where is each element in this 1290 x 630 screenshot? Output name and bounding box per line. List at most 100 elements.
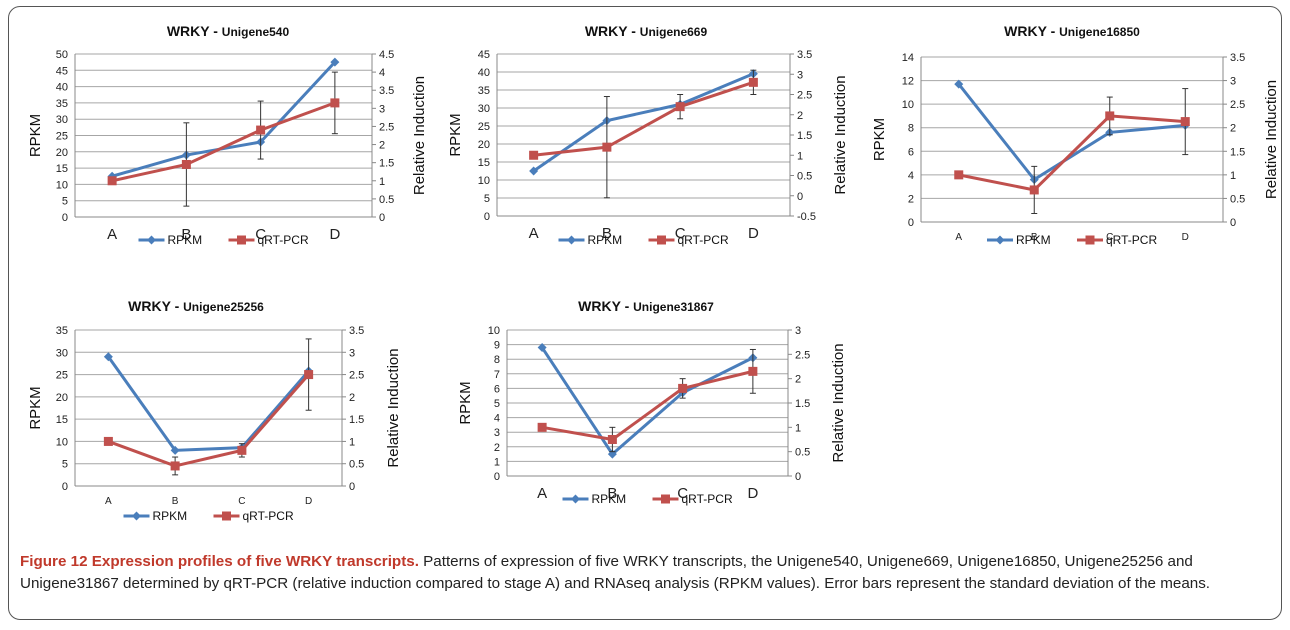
qrtpcr-point bbox=[1029, 185, 1039, 195]
qrtpcr-point bbox=[1180, 117, 1190, 127]
y2-tick-label: 3 bbox=[797, 69, 803, 81]
y-tick-label: 6 bbox=[908, 146, 914, 158]
y2-tick-label: 1 bbox=[797, 150, 803, 162]
y-tick-label: 35 bbox=[56, 325, 68, 337]
y-tick-label: 25 bbox=[56, 131, 68, 143]
y2-axis-label: Relative Induction bbox=[830, 343, 847, 462]
y-tick-label: 0 bbox=[494, 471, 500, 483]
legend-marker-qrtpcr bbox=[657, 235, 666, 245]
qrtpcr-point bbox=[602, 142, 612, 152]
chart-unigene25256: WRKY - Unigene25256 0 5 10 15 20 25 30 35 0 0.5 1 1.… bbox=[27, 298, 402, 523]
y-tick-label: 20 bbox=[478, 139, 490, 151]
y-tick-label: 8 bbox=[908, 123, 914, 135]
y2-axis-label: Relative Induction bbox=[411, 76, 428, 195]
qrtpcr-point bbox=[330, 98, 340, 108]
legend-marker-rpkm bbox=[567, 235, 576, 245]
charts-canvas: WRKY - Unigene5400510152025303540455000.… bbox=[27, 23, 1280, 523]
y-tick-label: 5 bbox=[62, 196, 68, 208]
chart-title: WRKY - Unigene669 bbox=[585, 23, 708, 39]
y-tick-label: 40 bbox=[478, 67, 490, 79]
qrtpcr-point bbox=[170, 461, 180, 471]
qrtpcr-point bbox=[304, 370, 314, 380]
y2-tick-label: 0 bbox=[797, 191, 803, 203]
y-tick-label: 10 bbox=[56, 179, 68, 191]
x-tick-label: D bbox=[747, 485, 758, 502]
y-tick-label: 2 bbox=[494, 442, 500, 454]
qrtpcr-point bbox=[103, 436, 113, 446]
y2-tick-label: 2 bbox=[797, 110, 803, 122]
chart-title-prefix: WRKY - bbox=[128, 298, 183, 314]
series-line-qrt-pcr bbox=[958, 114, 1186, 192]
chart-unigene669: WRKY - Unigene669051015202530354045-0.50… bbox=[447, 23, 849, 247]
y2-tick-label: 3 bbox=[379, 103, 385, 115]
chart-title-gene: Unigene31867 bbox=[633, 300, 714, 314]
y-tick-label: 14 bbox=[902, 52, 914, 64]
y-axis-label: RPKM bbox=[871, 118, 888, 161]
x-tick-label: B bbox=[602, 225, 612, 242]
y-tick-label: 45 bbox=[56, 65, 68, 77]
legend-label-qrtpcr: qRT-PCR bbox=[682, 492, 733, 506]
y-tick-label: 10 bbox=[478, 175, 490, 187]
series-line-rpkm bbox=[540, 346, 754, 457]
legend-label-qrtpcr: qRT-PCR bbox=[258, 233, 309, 247]
series-line-qrt-pcr bbox=[107, 373, 310, 468]
y2-tick-label: 0.5 bbox=[1230, 193, 1245, 205]
y2-axis-label: Relative Induction bbox=[832, 75, 849, 194]
chart-title-prefix: WRKY - bbox=[578, 298, 633, 314]
y-tick-label: 5 bbox=[62, 459, 68, 471]
y-tick-label: 2 bbox=[908, 193, 914, 205]
y-tick-label: 35 bbox=[478, 85, 490, 97]
series-line-qrt-pcr bbox=[541, 369, 754, 442]
legend-marker-qrtpcr bbox=[1085, 235, 1095, 245]
x-tick-label: D bbox=[1182, 232, 1189, 243]
legend-marker-rpkm bbox=[571, 494, 580, 504]
qrtpcr-point bbox=[529, 150, 539, 160]
y2-tick-label: 1.5 bbox=[349, 414, 364, 426]
legend-label-rpkm: RPKM bbox=[1016, 233, 1051, 247]
legend-marker-qrtpcr bbox=[237, 235, 246, 245]
y-tick-label: 20 bbox=[56, 147, 68, 159]
y-tick-label: 0 bbox=[62, 212, 68, 224]
y-tick-label: 4 bbox=[908, 170, 914, 182]
y-tick-label: 50 bbox=[56, 49, 68, 61]
series-line-rpkm bbox=[957, 83, 1186, 182]
y2-tick-label: 3.5 bbox=[1230, 52, 1245, 64]
chart-unigene31867: WRKY - Unigene31867 0 1 2 3 4 5 6 7 8 9 10 0 0.5 1 1.5 2… bbox=[457, 298, 847, 506]
y-tick-label: 10 bbox=[902, 99, 914, 111]
y-tick-label: 8 bbox=[494, 354, 500, 366]
rpkm-point bbox=[529, 166, 539, 176]
y2-tick-label: 2 bbox=[1230, 123, 1236, 135]
y2-tick-label: 0 bbox=[1230, 217, 1236, 229]
chart-title-gene: Unigene669 bbox=[640, 25, 708, 39]
chart-unigene540: WRKY - Unigene540 0 5 10 15 20 25 30 35 40 45 50 0 0.… bbox=[27, 23, 428, 247]
y2-tick-label: 2.5 bbox=[1230, 99, 1245, 111]
y-tick-label: 25 bbox=[56, 370, 68, 382]
y-tick-label: 4 bbox=[494, 413, 500, 425]
series-line-qrt-pcr bbox=[111, 101, 336, 183]
caption-text: Patterns of expression of five WRKY tran… bbox=[20, 553, 1211, 592]
y2-tick-label: 2 bbox=[795, 374, 801, 386]
y2-tick-label: 1 bbox=[1230, 170, 1236, 182]
chart-title-prefix: WRKY - bbox=[167, 23, 222, 39]
legend-label-rpkm: RPKM bbox=[592, 492, 627, 506]
y2-tick-label: 1.5 bbox=[379, 158, 394, 170]
chart-title: WRKY - Unigene25256 bbox=[128, 298, 264, 314]
y2-tick-label: -0.5 bbox=[797, 211, 816, 223]
y2-tick-label: 0 bbox=[349, 481, 355, 493]
rpkm-point bbox=[537, 343, 547, 353]
y2-tick-label: 0 bbox=[379, 212, 385, 224]
y2-tick-label: 1.5 bbox=[1230, 146, 1245, 158]
y-tick-label: 6 bbox=[494, 383, 500, 395]
y-axis-label: RPKM bbox=[27, 386, 44, 429]
chart-title: WRKY - Unigene31867 bbox=[578, 298, 714, 314]
y-tick-label: 35 bbox=[56, 98, 68, 110]
chart-title: WRKY - Unigene16850 bbox=[1004, 23, 1140, 39]
y2-tick-label: 1 bbox=[379, 176, 385, 188]
legend-label-qrtpcr: qRT-PCR bbox=[1106, 233, 1157, 247]
y-tick-label: 5 bbox=[484, 193, 490, 205]
y-tick-label: 9 bbox=[494, 340, 500, 352]
x-tick-label: A bbox=[529, 225, 539, 242]
legend-label-qrtpcr: qRT-PCR bbox=[678, 233, 729, 247]
series-line-rpkm bbox=[107, 355, 310, 452]
y-axis-label: RPKM bbox=[447, 113, 464, 156]
